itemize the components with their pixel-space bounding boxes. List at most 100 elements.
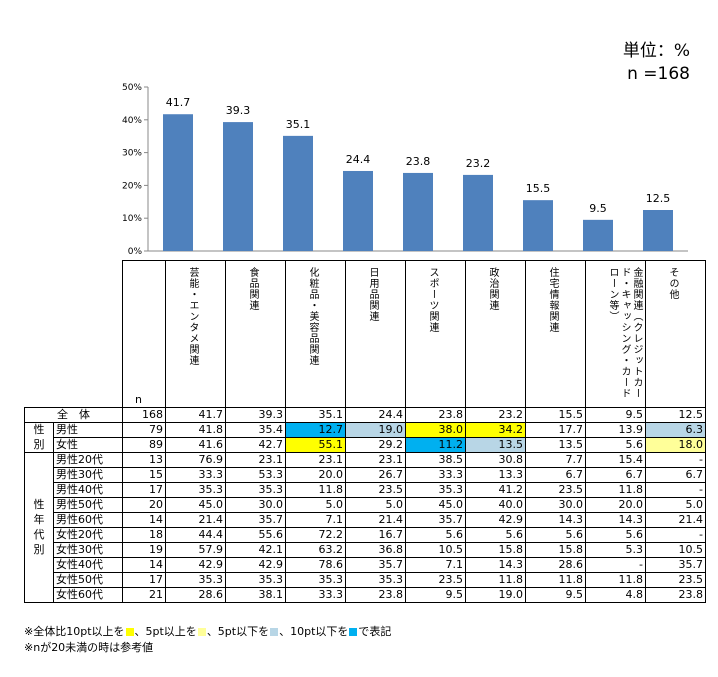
category-header: 金融関連（クレジットカード・キャッシング・カードローン等） xyxy=(585,260,646,408)
table-cell: 20.0 xyxy=(585,497,646,513)
table-cell: 30.8 xyxy=(465,452,526,468)
category-label: 日用品関連 xyxy=(367,267,378,322)
row-label: 全 体 xyxy=(24,407,123,423)
table-cell: 76.9 xyxy=(165,452,226,468)
category-header: スポーツ関連 xyxy=(405,260,466,408)
table-cell: 10.5 xyxy=(405,542,466,558)
table-cell: 19.0 xyxy=(345,422,406,438)
row-n: 18 xyxy=(122,527,166,543)
table-cell: 36.8 xyxy=(345,542,406,558)
note-high10-text: ※全体比10pt以上を xyxy=(24,625,125,638)
group-label: 代 xyxy=(24,527,54,543)
table-cell: 30.0 xyxy=(225,497,286,513)
row-label: 男性 xyxy=(53,422,123,438)
table-cell: 28.6 xyxy=(525,557,586,573)
table-cell: 23.1 xyxy=(345,452,406,468)
table-row: 別女性30代 19 57.9 42.1 63.2 36.8 10.5 15.8 15.8 5.3 1… xyxy=(24,542,706,558)
table-cell: 78.6 xyxy=(285,557,346,573)
table-cell: 7.1 xyxy=(405,557,466,573)
table-cell: 23.5 xyxy=(345,482,406,498)
table-cell: 40.0 xyxy=(465,497,526,513)
table-cell: 16.7 xyxy=(345,527,406,543)
table-cell: 26.7 xyxy=(345,467,406,483)
table-row: 全 体 168 41.7 39.3 35.1 24.4 23.8 23.2 15.5 9.5 12.… xyxy=(24,407,706,423)
table-cell: 5.6 xyxy=(405,527,466,543)
category-header: 芸能・エンタメ関連 xyxy=(165,260,226,408)
data-label: 24.4 xyxy=(346,153,371,166)
y-tick-label: 30% xyxy=(122,149,142,159)
table-cell: 41.7 xyxy=(165,407,226,423)
category-label: 化粧品・美容品関連 xyxy=(307,267,318,366)
group-label: 別 xyxy=(24,542,54,558)
table-cell: 23.5 xyxy=(405,572,466,588)
row-n: 17 xyxy=(122,572,166,588)
table-cell: 13.5 xyxy=(465,437,526,453)
table-cell: 35.3 xyxy=(225,482,286,498)
table-cell: 9.5 xyxy=(405,587,466,603)
table-cell: 35.3 xyxy=(345,572,406,588)
row-n: 14 xyxy=(122,557,166,573)
table-cell: 14.3 xyxy=(585,512,646,528)
header-blank xyxy=(25,261,54,408)
table-cell: 33.3 xyxy=(165,467,226,483)
table-cell: 7.1 xyxy=(285,512,346,528)
table-cell: 35.3 xyxy=(225,572,286,588)
bar xyxy=(523,200,553,251)
row-n: 19 xyxy=(122,542,166,558)
bar xyxy=(463,174,493,251)
table-cell: 35.7 xyxy=(225,512,286,528)
header-n: n xyxy=(122,260,166,408)
group-label xyxy=(24,572,54,588)
table-cell: - xyxy=(585,557,646,573)
table-cell: 15.8 xyxy=(465,542,526,558)
data-label: 41.7 xyxy=(166,96,191,109)
legend-note: ※全体比10pt以上を 、5pt以上を 、5pt以下を 、10pt以下を で表記 xyxy=(24,624,391,640)
category-header: その他 xyxy=(645,260,706,408)
row-n: 13 xyxy=(122,452,166,468)
table-cell: 5.6 xyxy=(585,527,646,543)
note-low5-text: 、5pt以下を xyxy=(206,625,270,638)
row-label: 女性40代 xyxy=(53,557,123,573)
table-cell: 5.0 xyxy=(285,497,346,513)
table-cell: 35.3 xyxy=(285,572,346,588)
group-label: 別 xyxy=(24,437,54,453)
swatch-low10 xyxy=(349,628,358,636)
row-n: 168 xyxy=(122,407,166,423)
table-cell: 23.5 xyxy=(645,572,706,588)
group-label: 年 xyxy=(24,512,54,528)
table-cell: 5.0 xyxy=(645,497,706,513)
table-cell: 6.3 xyxy=(645,422,706,438)
footnotes: ※全体比10pt以上を 、5pt以上を 、5pt以下を 、10pt以下を で表記 ※nが… xyxy=(24,624,391,656)
table-cell: 6.7 xyxy=(585,467,646,483)
row-label: 女性 xyxy=(53,437,123,453)
table-cell: 11.8 xyxy=(585,482,646,498)
table-cell: 45.0 xyxy=(405,497,466,513)
table-cell: 35.7 xyxy=(405,512,466,528)
table-cell: 28.6 xyxy=(165,587,226,603)
bar xyxy=(283,135,313,251)
table-cell: 11.8 xyxy=(285,482,346,498)
table-cell: 11.8 xyxy=(465,572,526,588)
table-cell: 5.6 xyxy=(585,437,646,453)
table-cell: 23.1 xyxy=(285,452,346,468)
row-n: 20 xyxy=(122,497,166,513)
table-cell: 35.4 xyxy=(225,422,286,438)
row-n: 14 xyxy=(122,512,166,528)
table-cell: 42.9 xyxy=(465,512,526,528)
table-cell: 41.8 xyxy=(165,422,226,438)
row-label: 男性40代 xyxy=(53,482,123,498)
table-row: 別女性 89 41.6 42.7 55.1 29.2 11.2 13.5 13.5 5.6 18.0 xyxy=(24,437,706,453)
note-end-text: で表記 xyxy=(358,625,392,638)
row-label: 男性60代 xyxy=(53,512,123,528)
table-cell: 15.5 xyxy=(525,407,586,423)
swatch-low5 xyxy=(270,628,279,636)
table-cell: 9.5 xyxy=(525,587,586,603)
row-label: 女性20代 xyxy=(53,527,123,543)
data-label: 9.5 xyxy=(589,202,607,215)
data-label: 39.3 xyxy=(226,104,251,117)
table-cell: 33.3 xyxy=(405,467,466,483)
table-cell: 5.6 xyxy=(465,527,526,543)
table-cell: 23.5 xyxy=(525,482,586,498)
table-cell: 12.5 xyxy=(645,407,706,423)
table-cell: 41.2 xyxy=(465,482,526,498)
